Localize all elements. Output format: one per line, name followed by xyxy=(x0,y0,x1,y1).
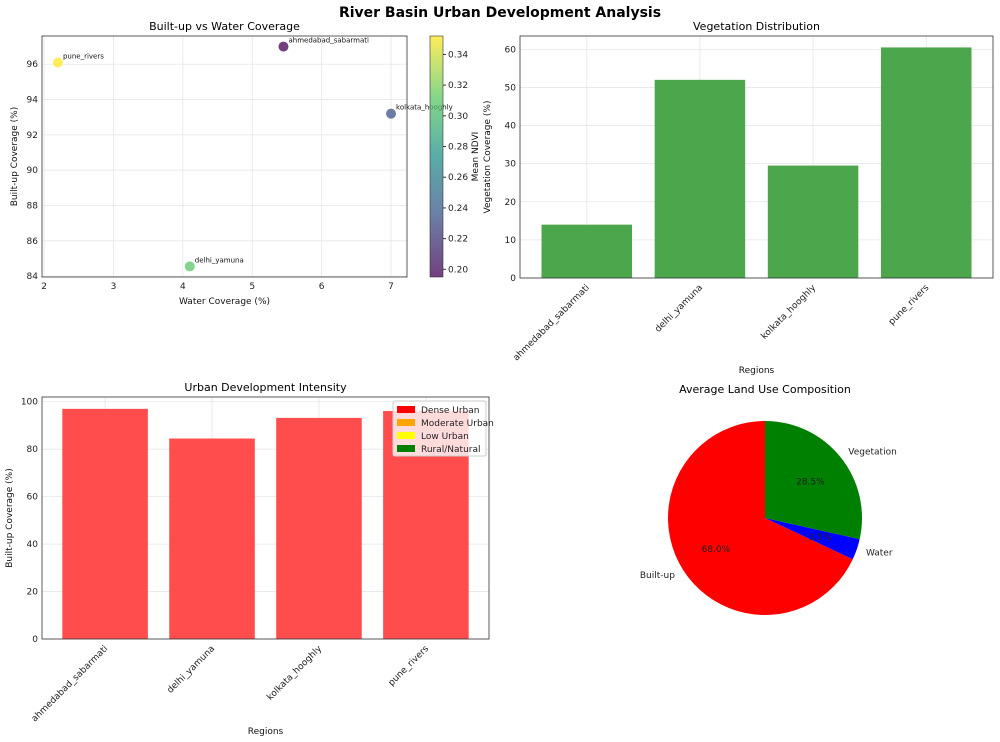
x-tick-label: ahmedabad_sabarmati xyxy=(30,644,110,724)
colorbar-tick-label: 0.22 xyxy=(448,235,468,245)
bar xyxy=(654,79,746,278)
y-tick-label: 0 xyxy=(32,635,38,645)
x-tick-label: pune_rivers xyxy=(887,283,931,327)
legend-box xyxy=(392,400,487,457)
x-axis-label: Water Coverage (%) xyxy=(179,297,270,307)
point-annotation: pune_rivers xyxy=(63,52,104,60)
point-annotation: ahmedabad_sabarmati xyxy=(288,37,369,45)
y-tick-label: 96 xyxy=(27,60,39,70)
y-tick-label: 84 xyxy=(27,272,39,282)
colorbar-tick-label: 0.34 xyxy=(448,50,468,60)
pie-slice xyxy=(765,518,860,560)
x-tick-label: 7 xyxy=(388,282,394,292)
pie-slice xyxy=(765,421,862,540)
pie-slice xyxy=(668,421,853,615)
x-tick-label: 5 xyxy=(249,282,255,292)
x-tick-label: delhi_yamuna xyxy=(166,644,218,696)
y-tick-label: 92 xyxy=(27,131,38,141)
y-tick-label: 40 xyxy=(27,540,39,550)
scatter-point xyxy=(184,261,195,272)
y-tick-label: 88 xyxy=(27,201,39,211)
x-axis-label: Regions xyxy=(739,366,775,376)
y-tick-label: 60 xyxy=(27,493,39,503)
chart-title: Average Land Use Composition xyxy=(679,383,851,396)
y-axis-label: Vegetation Coverage (%) xyxy=(483,101,493,214)
y-tick-label: 80 xyxy=(27,445,39,455)
bar xyxy=(767,165,859,278)
colorbar-tick-label: 0.30 xyxy=(448,112,468,122)
x-tick-label: 4 xyxy=(180,282,186,292)
x-tick-label: kolkata_hooghly xyxy=(265,644,324,703)
axes-frame xyxy=(41,396,490,640)
axes-frame xyxy=(41,35,408,278)
legend-swatch xyxy=(397,406,415,413)
pie-label: Water xyxy=(866,549,893,559)
y-tick-label: 60 xyxy=(505,45,517,55)
colorbar-tick-label: 0.20 xyxy=(448,265,468,275)
x-axis-label: Regions xyxy=(248,727,284,737)
chart-title: Urban Development Intensity xyxy=(184,381,347,394)
x-tick-label: 2 xyxy=(41,282,47,292)
point-annotation: delhi_yamuna xyxy=(195,256,244,264)
legend-label: Dense Urban xyxy=(421,406,479,416)
scatter-point xyxy=(278,41,289,52)
chart-title: Built-up vs Water Coverage xyxy=(149,20,300,33)
axes-frame xyxy=(519,35,994,279)
bar xyxy=(62,408,148,639)
chart-title: Vegetation Distribution xyxy=(693,20,820,33)
point-annotation: kolkata_hooghly xyxy=(396,104,453,112)
legend-swatch xyxy=(397,432,415,439)
legend-label: Moderate Urban xyxy=(421,419,494,429)
y-axis-label: Built-up Coverage (%) xyxy=(5,468,15,568)
y-tick-label: 20 xyxy=(505,198,517,208)
y-tick-label: 86 xyxy=(27,237,39,247)
suptitle: River Basin Urban Development Analysis xyxy=(339,5,661,21)
x-tick-label: pune_rivers xyxy=(387,644,431,688)
legend-swatch xyxy=(397,419,415,426)
y-tick-label: 94 xyxy=(27,96,39,106)
y-tick-label: 10 xyxy=(505,236,517,246)
bar xyxy=(880,47,972,278)
y-tick-label: 40 xyxy=(505,122,517,132)
y-tick-label: 30 xyxy=(505,160,517,170)
x-tick-label: 3 xyxy=(111,282,117,292)
x-tick-label: delhi_yamuna xyxy=(653,283,705,335)
legend-swatch xyxy=(397,445,415,452)
pie-label: Vegetation xyxy=(848,447,897,457)
y-tick-label: 100 xyxy=(21,398,38,408)
y-tick-label: 20 xyxy=(27,588,39,598)
colorbar-label: Mean NDVI xyxy=(471,132,481,182)
pie-pct-label: 68.0% xyxy=(702,545,731,555)
y-tick-label: 90 xyxy=(27,166,39,176)
colorbar-tick-label: 0.28 xyxy=(448,143,468,153)
x-tick-label: ahmedabad_sabarmati xyxy=(512,283,592,363)
colorbar-tick-label: 0.24 xyxy=(448,204,468,214)
x-tick-label: kolkata_hooghly xyxy=(760,283,819,342)
bar xyxy=(169,438,255,639)
legend-label: Rural/Natural xyxy=(421,445,481,455)
colorbar-tick-label: 0.32 xyxy=(448,81,468,91)
scatter-point xyxy=(386,108,397,119)
y-tick-label: 50 xyxy=(505,83,517,93)
bar xyxy=(276,417,362,639)
bar xyxy=(541,224,633,278)
y-axis-label: Built-up Coverage (%) xyxy=(10,107,20,207)
pie-pct-label: 3.5% xyxy=(809,533,832,543)
scatter-point xyxy=(52,57,63,68)
y-tick-label: 0 xyxy=(510,274,516,284)
legend-label: Low Urban xyxy=(421,432,469,442)
colorbar xyxy=(429,35,444,278)
x-tick-label: 6 xyxy=(319,282,325,292)
pie-pct-label: 28.5% xyxy=(796,478,825,488)
colorbar-tick-label: 0.26 xyxy=(448,173,468,183)
pie-label: Built-up xyxy=(640,571,675,581)
